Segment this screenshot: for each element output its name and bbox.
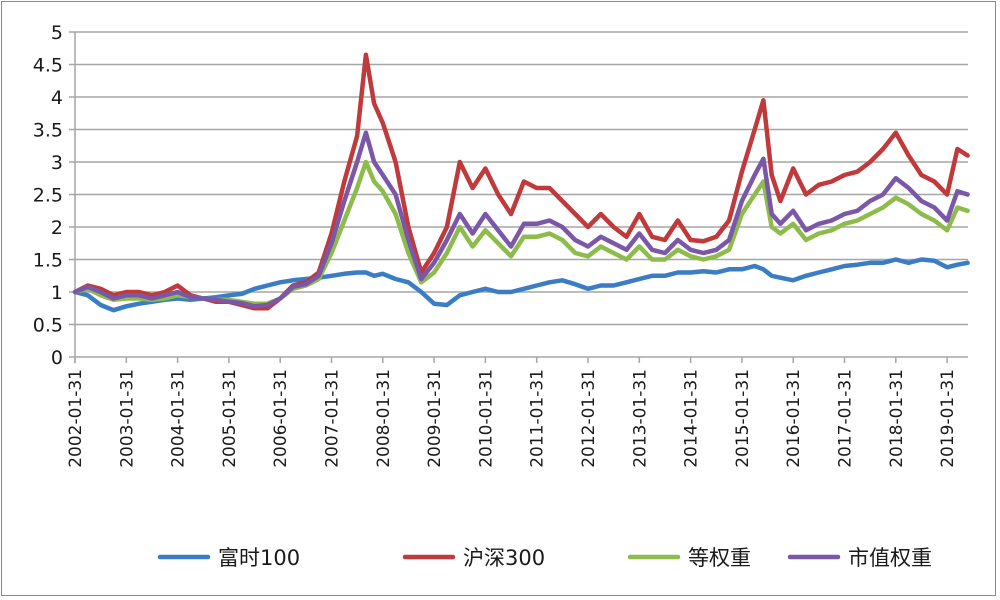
y-tick-label: 4.5 bbox=[33, 55, 63, 77]
x-tick-label: 2009-01-31 bbox=[425, 369, 445, 468]
y-tick-label: 2 bbox=[51, 217, 63, 239]
y-tick-label: 1.5 bbox=[33, 250, 63, 272]
x-tick-label: 2004-01-31 bbox=[169, 369, 189, 468]
y-tick-label: 5 bbox=[51, 22, 63, 44]
x-tick-label: 2016-01-31 bbox=[784, 369, 804, 468]
x-tick-label: 2010-01-31 bbox=[476, 369, 496, 468]
series-line bbox=[72, 130, 970, 309]
y-tick-label: 3.5 bbox=[33, 120, 63, 142]
x-axis: 2002-01-31 2003-01-31 2004-01-31 2005-01-31… bbox=[66, 357, 958, 468]
x-tick-label: 2013-01-31 bbox=[630, 369, 650, 468]
x-tick-label: 2007-01-31 bbox=[323, 369, 343, 468]
x-tick-label: 2003-01-31 bbox=[117, 369, 137, 468]
x-tick-label: 2002-01-31 bbox=[66, 369, 86, 468]
y-tick-label: 4 bbox=[51, 87, 63, 109]
legend-label: 等权重 bbox=[688, 546, 751, 570]
y-tick-label: 1 bbox=[51, 282, 63, 304]
x-tick-label: 2018-01-31 bbox=[887, 369, 907, 468]
x-tick-label: 2017-01-31 bbox=[836, 369, 856, 468]
y-tick-label: 3 bbox=[51, 152, 63, 174]
x-tick-label: 2005-01-31 bbox=[220, 369, 240, 468]
legend-item: 沪深300 bbox=[402, 546, 545, 570]
legend-label: 市值权重 bbox=[848, 546, 932, 570]
y-tick-label: 0.5 bbox=[33, 315, 63, 337]
y-axis: 0 0.5 1 1.5 2 2.5 3 3.5 4 4.5 5 bbox=[33, 22, 63, 369]
x-tick-label: 2015-01-31 bbox=[733, 369, 753, 468]
x-tick-label: 2014-01-31 bbox=[682, 369, 702, 468]
x-tick-label: 2012-01-31 bbox=[579, 369, 599, 468]
legend-label: 富时100 bbox=[218, 546, 300, 570]
series-lines bbox=[72, 52, 970, 313]
series-line bbox=[72, 257, 970, 313]
y-tick-label: 0 bbox=[51, 347, 63, 369]
legend-item: 富时100 bbox=[157, 546, 300, 570]
gridlines bbox=[69, 31, 968, 363]
legend-item: 市值权重 bbox=[787, 546, 932, 570]
legend-item: 等权重 bbox=[627, 546, 751, 570]
x-tick-label: 2008-01-31 bbox=[374, 369, 394, 468]
x-tick-label: 2019-01-31 bbox=[938, 369, 958, 468]
x-tick-label: 2006-01-31 bbox=[271, 369, 291, 468]
y-tick-label: 2.5 bbox=[33, 185, 63, 207]
legend-label: 沪深300 bbox=[463, 546, 545, 570]
legend: 富时100 沪深300 等权重 市值权重 bbox=[157, 546, 932, 570]
x-tick-label: 2011-01-31 bbox=[528, 369, 548, 468]
